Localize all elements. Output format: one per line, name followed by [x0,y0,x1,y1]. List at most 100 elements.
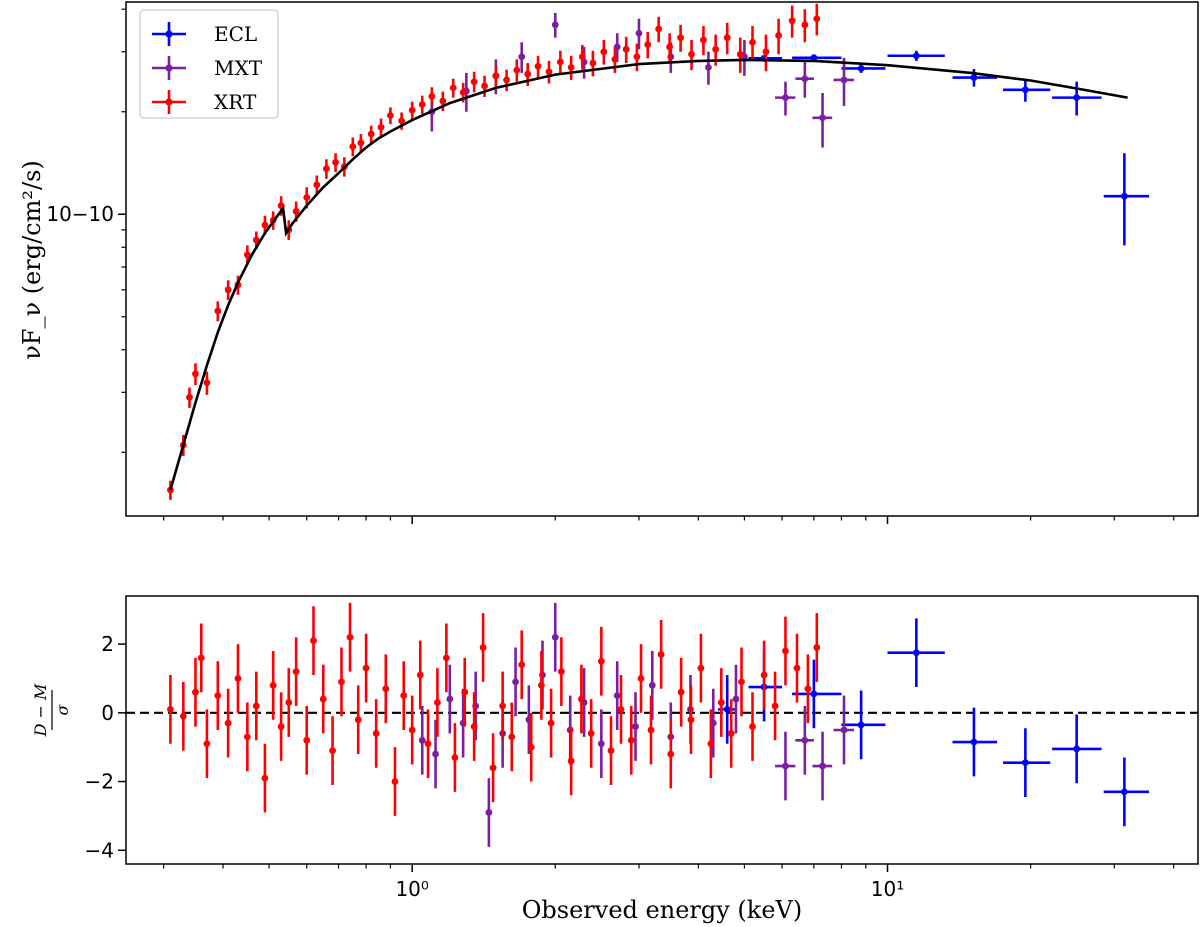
residual-y-tick-label-3: 2 [101,632,114,656]
residual-xrt-point-41 [537,650,545,720]
residual-xrt-point-31 [442,623,450,693]
spectrum-xrt-marker-54 [712,45,720,53]
residual-mxt-marker-0 [418,736,426,744]
residual-xrt-marker-46 [587,730,595,737]
residual-xrt-point-42 [547,688,555,758]
residual-xrt-point-12 [277,692,285,761]
spectrum-xrt-point-18 [332,153,339,173]
residual-xrt-marker-67 [804,685,812,693]
spectrum-xrt-marker-20 [349,143,357,150]
spectrum-xrt-point-38 [534,55,542,78]
residual-y-tick-label-0: −4 [85,838,114,862]
spectrum-xrt-marker-32 [470,78,478,86]
spectrum-xrt-point-3 [192,363,199,386]
spectrum-xrt-marker-28 [428,92,436,100]
spectrum-xrt-point-56 [736,37,744,73]
spectrum-xrt-marker-52 [688,50,695,58]
spectrum-y-axis-label: νF_ν (erg/cm²/s) [18,160,46,360]
spectrum-mxt-point-11 [775,81,796,116]
spectrum-xrt-marker-37 [524,70,532,78]
legend-label-ecl: ECL [214,22,257,46]
residual-xrt-marker-52 [647,726,655,734]
spectrum-xrt-marker-16 [313,181,321,189]
residual-xrt-marker-45 [578,695,585,703]
residual-xrt-marker-15 [303,736,311,744]
residual-xrt-point-59 [717,668,725,737]
residual-mxt-point-14 [613,661,621,730]
spectrum-ecl-marker-5 [1021,86,1029,94]
residual-mxt-point-15 [632,692,639,761]
residual-mxt-marker-14 [613,692,621,700]
residual-mxt-point-1 [432,719,439,789]
spectrum-mxt-marker-4 [551,21,559,29]
residual-ecl-point-6 [1052,714,1102,784]
residual-xrt-marker-30 [434,699,441,706]
residual-mxt-marker-7 [512,678,519,686]
spectrum-mxt-point-14 [833,57,854,106]
spectrum-xrt-marker-51 [677,34,684,42]
residual-xrt-marker-7 [234,675,242,682]
spectrum-ecl-marker-3 [912,52,920,60]
spectrum-xrt-marker-25 [398,117,405,125]
spectrum-xrt-point-24 [387,107,394,125]
residual-mxt-marker-1 [432,750,439,758]
spectrum-xrt-marker-42 [578,53,586,61]
spectrum-xrt-marker-55 [723,34,731,42]
residual-xrt-marker-19 [338,678,345,686]
residual-xrt-marker-38 [508,733,516,741]
spectrum-xrt-marker-44 [600,48,608,56]
spectrum-mxt-marker-12 [801,75,809,83]
spectrum-mxt-point-12 [795,61,814,98]
residual-xrt-point-5 [214,661,222,730]
residual-xrt-point-13 [285,668,293,737]
spectrum-xrt-marker-35 [503,76,511,84]
spectrum-xrt-point-32 [470,71,478,93]
spectrum-xrt-point-29 [439,91,447,111]
residual-xrt-marker-3 [197,654,205,662]
residual-xrt-point-29 [424,709,432,779]
residual-xrt-marker-41 [537,681,545,689]
residual-xrt-point-48 [607,716,615,785]
spectrum-xrt-point-21 [357,134,365,153]
residual-xrt-marker-11 [269,681,277,689]
spectrum-xrt-point-36 [513,59,521,82]
residual-xrt-point-2 [192,657,199,727]
residual-xrt-point-45 [578,664,585,734]
residual-mxt-point-20 [732,664,740,734]
residual-ecl-marker-2 [857,721,865,729]
residual-xrt-point-22 [362,633,370,703]
spectrum-y-tick-label-0: 10−10 [46,202,114,226]
legend-label-xrt: XRT [214,90,257,114]
residual-ecl-marker-6 [1073,745,1081,753]
spectrum-xrt-point-34 [492,65,500,87]
spectrum-xrt-marker-46 [622,45,630,53]
residual-xrt-marker-68 [813,644,821,651]
residual-mxt-point-21 [775,731,796,801]
spectrum-xrt-marker-48 [644,41,652,48]
residual-xrt-point-34 [470,692,478,761]
residual-xrt-marker-49 [617,705,625,713]
residual-xrt-marker-6 [224,719,232,727]
spectrum-xrt-marker-62 [813,15,821,23]
residual-xrt-marker-43 [557,668,565,675]
spectrum-xrt-marker-49 [655,25,663,33]
residual-xrt-marker-50 [627,736,635,744]
residual-ecl-point-3 [887,618,945,688]
spectrum-xrt-marker-2 [186,393,193,401]
residual-xrt-point-15 [303,705,311,775]
spectrum-xrt-point-27 [418,95,426,114]
residual-xrt-point-55 [677,657,685,727]
spectrum-xrt-point-40 [556,50,564,75]
residual-xrt-marker-18 [329,747,336,755]
spectrum-xrt-marker-9 [252,236,260,244]
spectrum-ecl-point-7 [1103,153,1150,246]
residual-xrt-marker-56 [687,716,695,724]
spectrum-xrt-point-22 [367,125,375,143]
residual-xrt-marker-14 [292,668,300,675]
spectrum-xrt-marker-50 [666,43,674,51]
spectrum-xrt-marker-47 [633,53,641,61]
residual-xrt-point-58 [707,709,715,779]
spectrum-xrt-marker-17 [323,165,330,173]
residual-xrt-marker-22 [362,664,370,672]
